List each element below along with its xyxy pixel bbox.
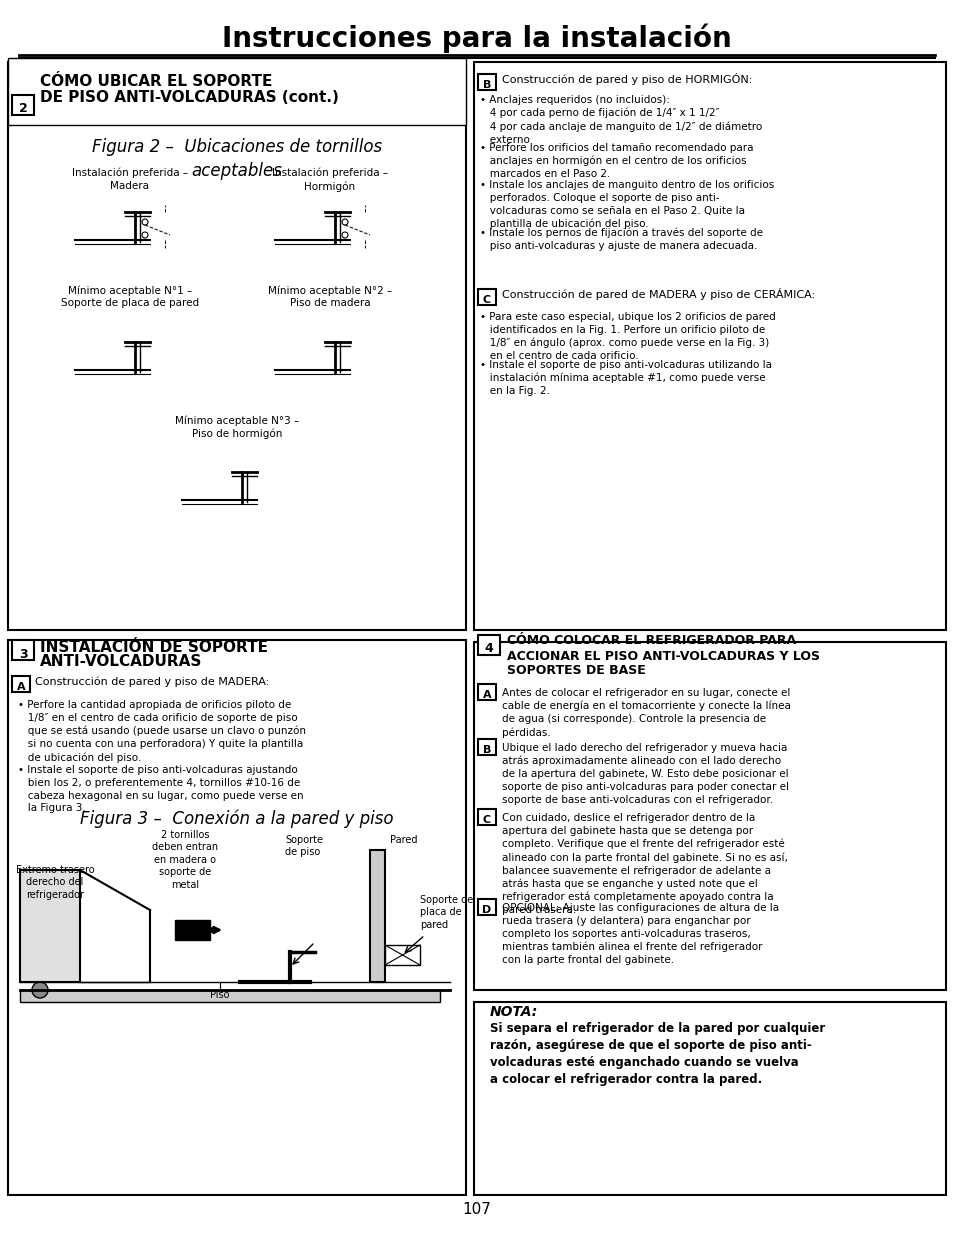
- Text: Construcción de pared y piso de MADERA:: Construcción de pared y piso de MADERA:: [35, 677, 269, 687]
- Text: • Instale el soporte de piso anti-volcaduras utilizando la
   instalación mínima: • Instale el soporte de piso anti-volcad…: [479, 359, 771, 396]
- Text: Construcción de pared de MADERA y piso de CERÁMICA:: Construcción de pared de MADERA y piso d…: [501, 288, 814, 300]
- Text: • Instale los pernos de fijación a través del soporte de
   piso anti-volcaduras: • Instale los pernos de fijación a travé…: [479, 228, 762, 251]
- Text: • Instale los anclajes de manguito dentro de los orificios
   perforados. Coloqu: • Instale los anclajes de manguito dentr…: [479, 180, 774, 228]
- FancyBboxPatch shape: [477, 635, 499, 655]
- Text: DE PISO ANTI-VOLCADURAS (cont.): DE PISO ANTI-VOLCADURAS (cont.): [40, 89, 338, 105]
- Text: C: C: [482, 815, 491, 825]
- FancyBboxPatch shape: [474, 1002, 945, 1195]
- Text: Extremo trasero
derecho del
refrigerador: Extremo trasero derecho del refrigerador: [15, 864, 94, 900]
- Text: ACCIONAR EL PISO ANTI-VOLCADURAS Y LOS: ACCIONAR EL PISO ANTI-VOLCADURAS Y LOS: [506, 650, 820, 662]
- Circle shape: [341, 219, 348, 225]
- Text: 2: 2: [19, 101, 28, 115]
- Text: Si separa el refrigerador de la pared por cualquier
razón, asegúrese de que el s: Si separa el refrigerador de la pared po…: [490, 1023, 824, 1086]
- Text: 107: 107: [462, 1203, 491, 1218]
- Text: A: A: [482, 690, 491, 700]
- Text: A: A: [16, 682, 26, 692]
- Circle shape: [32, 982, 48, 998]
- Circle shape: [142, 219, 148, 225]
- Text: Mínimo aceptable N°3 –
Piso de hormigón: Mínimo aceptable N°3 – Piso de hormigón: [174, 415, 299, 438]
- Text: Mínimo aceptable N°2 –
Piso de madera: Mínimo aceptable N°2 – Piso de madera: [268, 285, 392, 308]
- Text: • Anclajes requeridos (no incluidos):
   4 por cada perno de fijación de 1/4″ x : • Anclajes requeridos (no incluidos): 4 …: [479, 95, 761, 144]
- Circle shape: [341, 232, 348, 238]
- Polygon shape: [174, 920, 210, 940]
- Text: Instalación preferida –
Madera: Instalación preferida – Madera: [71, 168, 188, 191]
- Text: NOTA:: NOTA:: [490, 1005, 537, 1019]
- Text: Soporte de
placa de
pared: Soporte de placa de pared: [419, 895, 473, 930]
- Polygon shape: [20, 869, 80, 982]
- Text: INSTALACIÓN DE SOPORTE: INSTALACIÓN DE SOPORTE: [40, 640, 268, 655]
- Text: SOPORTES DE BASE: SOPORTES DE BASE: [506, 664, 645, 678]
- Text: OPCIONAL: Ajuste las configuraciones de altura de la
rueda trasera (y delantera): OPCIONAL: Ajuste las configuraciones de …: [501, 903, 779, 965]
- Text: ANTI-VOLCADURAS: ANTI-VOLCADURAS: [40, 655, 202, 669]
- Text: B: B: [482, 745, 491, 755]
- Text: • Para este caso especial, ubique los 2 orificios de pared
   identificados en l: • Para este caso especial, ubique los 2 …: [479, 312, 775, 361]
- Text: Soporte
de piso: Soporte de piso: [285, 835, 323, 857]
- FancyBboxPatch shape: [8, 62, 465, 630]
- Text: 2 tornillos
deben entran
en madera o
soporte de
metal: 2 tornillos deben entran en madera o sop…: [152, 830, 218, 889]
- Text: Antes de colocar el refrigerador en su lugar, conecte el
cable de energía en el : Antes de colocar el refrigerador en su l…: [501, 688, 790, 737]
- FancyBboxPatch shape: [477, 739, 496, 755]
- Text: CÓMO UBICAR EL SOPORTE: CÓMO UBICAR EL SOPORTE: [40, 74, 273, 89]
- Text: 3: 3: [19, 647, 28, 661]
- FancyBboxPatch shape: [477, 289, 496, 305]
- Text: C: C: [482, 295, 491, 305]
- Text: Mínimo aceptable N°1 –
Soporte de placa de pared: Mínimo aceptable N°1 – Soporte de placa …: [61, 285, 199, 308]
- FancyBboxPatch shape: [474, 642, 945, 990]
- Text: D: D: [482, 905, 491, 915]
- Text: Pared: Pared: [390, 835, 417, 845]
- Text: • Perfore la cantidad apropiada de orificios piloto de
   1/8″ en el centro de c: • Perfore la cantidad apropiada de orifi…: [18, 700, 306, 762]
- Text: Con cuidado, deslice el refrigerador dentro de la
apertura del gabinete hasta qu: Con cuidado, deslice el refrigerador den…: [501, 813, 787, 915]
- FancyBboxPatch shape: [477, 74, 496, 90]
- Text: Instalación preferida –
Hormigón: Instalación preferida – Hormigón: [272, 168, 388, 191]
- FancyBboxPatch shape: [8, 58, 465, 125]
- Text: B: B: [482, 80, 491, 90]
- Text: 4: 4: [484, 642, 493, 656]
- Polygon shape: [20, 990, 439, 1002]
- Text: Figura 3 –  Conexión a la pared y piso: Figura 3 – Conexión a la pared y piso: [80, 810, 394, 829]
- Text: • Perfore los orificios del tamaño recomendado para
   anclajes en hormigón en e: • Perfore los orificios del tamaño recom…: [479, 143, 753, 179]
- FancyBboxPatch shape: [474, 62, 945, 630]
- FancyBboxPatch shape: [12, 676, 30, 692]
- FancyBboxPatch shape: [8, 640, 465, 1195]
- FancyBboxPatch shape: [12, 640, 34, 659]
- Text: • Instale el soporte de piso anti-volcaduras ajustando
   bien los 2, o preferen: • Instale el soporte de piso anti-volcad…: [18, 764, 303, 814]
- FancyBboxPatch shape: [12, 95, 34, 115]
- Polygon shape: [370, 850, 385, 982]
- Text: Figura 2 –  Ubicaciones de tornillos
aceptables: Figura 2 – Ubicaciones de tornillos acep…: [91, 138, 381, 179]
- Text: CÓMO COLOCAR EL REFRIGERADOR PARA: CÓMO COLOCAR EL REFRIGERADOR PARA: [506, 635, 796, 647]
- Polygon shape: [385, 945, 419, 965]
- Text: Ubique el lado derecho del refrigerador y mueva hacia
atrás aproximadamente alin: Ubique el lado derecho del refrigerador …: [501, 743, 788, 805]
- FancyBboxPatch shape: [477, 684, 496, 700]
- Text: Instrucciones para la instalación: Instrucciones para la instalación: [222, 23, 731, 53]
- Circle shape: [142, 232, 148, 238]
- Text: Piso: Piso: [210, 990, 230, 1000]
- FancyBboxPatch shape: [477, 899, 496, 915]
- FancyBboxPatch shape: [477, 809, 496, 825]
- Text: Construcción de pared y piso de HORMIGÓN:: Construcción de pared y piso de HORMIGÓN…: [501, 73, 752, 85]
